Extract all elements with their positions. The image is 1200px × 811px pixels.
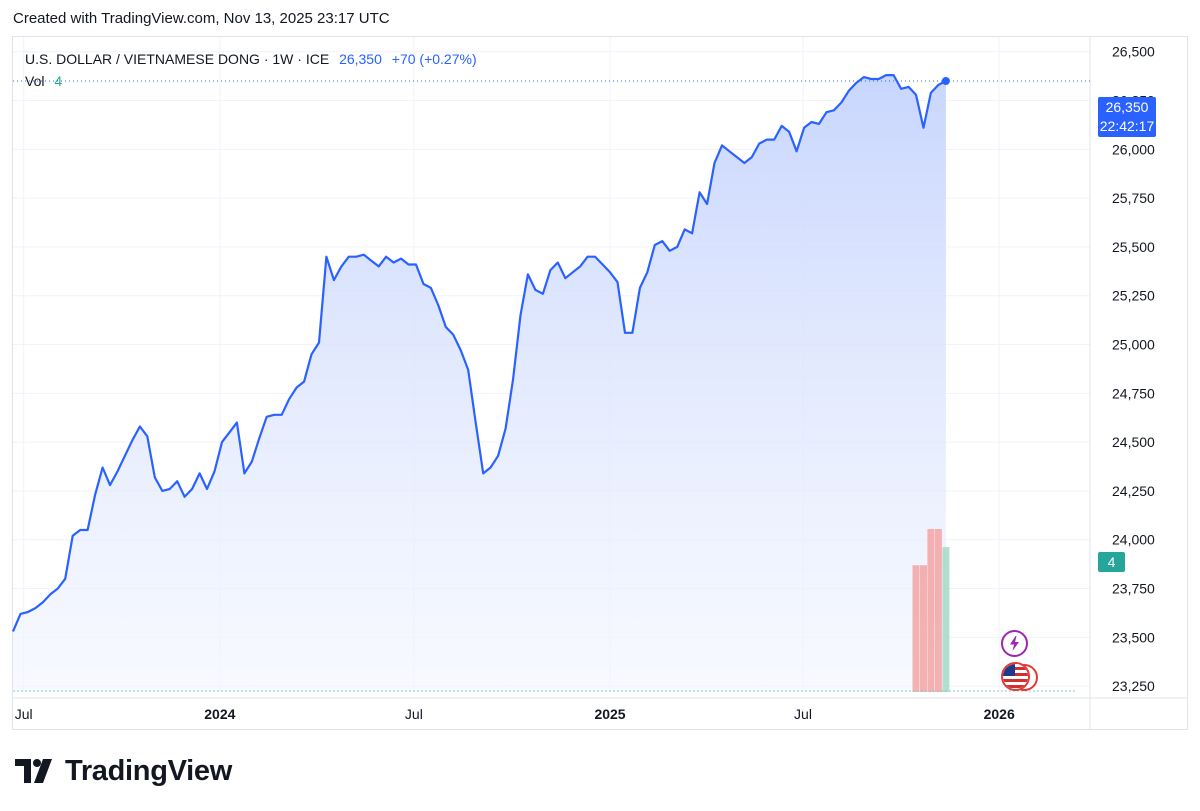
volume-tag: 4: [1098, 552, 1125, 572]
x-tick-label: Jul: [15, 706, 33, 722]
last-price-tag: 26,350 22:42:17: [1098, 97, 1156, 137]
x-axis[interactable]: Jul 2024 Jul 2025 Jul 2026: [15, 706, 1015, 722]
x-tick-label: 2025: [594, 706, 625, 722]
volume-bar: [920, 565, 927, 692]
symbol-title: U.S. DOLLAR / VIETNAMESE DONG · 1W · ICE: [25, 51, 330, 67]
y-tick-label: 23,500: [1112, 629, 1155, 645]
tradingview-logo[interactable]: TradingView: [15, 753, 232, 789]
x-tick-label: Jul: [405, 706, 423, 722]
us-flag-icon[interactable]: [1001, 662, 1030, 691]
y-tick-label: 24,000: [1112, 532, 1155, 548]
us-flag-glyph: [1003, 664, 1028, 689]
volume-bar: [927, 529, 935, 692]
tradingview-logo-mark: [15, 759, 52, 783]
last-price: 26,350: [339, 51, 382, 67]
volume-bar: [934, 529, 942, 692]
price-area: [13, 75, 946, 693]
y-tick-label: 24,250: [1112, 483, 1155, 499]
volume-bar: [912, 565, 920, 692]
chart-legend[interactable]: U.S. DOLLAR / VIETNAMESE DONG · 1W · ICE…: [25, 48, 477, 92]
y-tick-label: 25,750: [1112, 190, 1155, 206]
volume-label: Vol: [25, 73, 45, 89]
y-tick-label: 24,750: [1112, 385, 1155, 401]
y-axis[interactable]: 23,250 23,500 23,750 24,000 24,250 24,500 24,7…: [1112, 44, 1155, 694]
volume-value: 4: [54, 73, 63, 89]
x-tick-label: Jul: [794, 706, 812, 722]
last-price-dot: [941, 76, 950, 85]
lightning-glyph: [1010, 636, 1019, 651]
y-tick-label: 24,500: [1112, 434, 1155, 450]
y-tick-label: 26,000: [1112, 141, 1155, 157]
y-tick-label: 25,000: [1112, 337, 1155, 353]
chart-credit: Created with TradingView.com, Nov 13, 20…: [13, 10, 390, 27]
tradingview-logo-text: TradingView: [65, 754, 232, 787]
volume-layer: [13, 529, 1075, 692]
y-tick-label: 25,500: [1112, 239, 1155, 255]
price-line: [11, 74, 947, 632]
y-tick-label: 26,500: [1112, 44, 1155, 60]
y-tick-label: 25,250: [1112, 288, 1155, 304]
y-tick-label: 23,750: [1112, 581, 1155, 597]
price-change: +70 (+0.27%): [391, 51, 477, 67]
area-fill-layer: [13, 75, 946, 693]
x-tick-label: 2026: [984, 706, 1015, 722]
chart-frame: [12, 36, 1188, 730]
price-tag-value: 26,350: [1105, 99, 1149, 115]
y-tick-label: 23,250: [1112, 678, 1155, 694]
price-line-layer: [11, 74, 1090, 632]
x-tick-label: 2024: [204, 706, 235, 722]
price-tag-countdown: 22:42:17: [1099, 118, 1155, 134]
volume-bar: [942, 547, 950, 692]
lightning-icon[interactable]: [1001, 630, 1028, 657]
